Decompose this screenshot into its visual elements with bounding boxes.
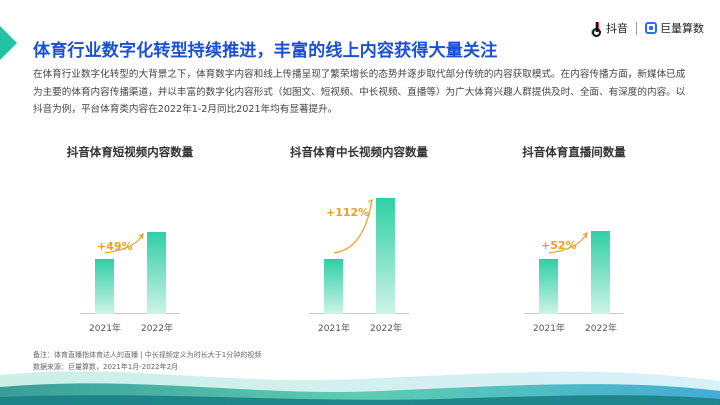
- x-tick-label: 2022年: [141, 324, 173, 334]
- bar-2022年: [376, 198, 395, 314]
- footnote-source: 数据来源：巨量算数，2021年1月-2022年2月: [33, 362, 179, 371]
- logo-divider: [636, 21, 637, 35]
- growth-arrow-icon: [333, 198, 373, 254]
- x-axis-line: [309, 313, 409, 314]
- x-tick-label: 2021年: [318, 324, 350, 334]
- growth-arrow-icon: [548, 231, 588, 254]
- bar-2022年: [147, 232, 166, 314]
- bar-2021年: [324, 259, 343, 314]
- growth-label: +112%: [326, 206, 370, 219]
- x-tick-label: 2022年: [370, 324, 402, 334]
- decorative-wave: [0, 371, 720, 405]
- brand-logos: 抖音 巨量算数: [591, 20, 704, 37]
- douyin-logo-icon: [591, 21, 603, 37]
- growth-label: +49%: [97, 240, 133, 253]
- bar-2022年: [591, 231, 610, 314]
- chart-title: 抖音体育直播间数量: [522, 145, 626, 159]
- corner-accent: [0, 26, 17, 60]
- bar-2021年: [95, 259, 114, 314]
- footnote: 备注：体育直播指体育达人的直播 | 中长视频定义为时长大于1分钟的视频 数据来源…: [33, 350, 261, 374]
- page-title: 体育行业数字化转型持续推进，丰富的线上内容获得大量关注: [33, 41, 498, 61]
- x-axis-line: [80, 313, 180, 314]
- description-text: 在体育行业数字化转型的大背景之下，体育数字内容和线上传播呈现了繁荣增长的态势并逐…: [33, 69, 686, 116]
- x-axis-line: [524, 313, 624, 314]
- x-tick-label: 2021年: [89, 324, 121, 334]
- chart-short-video: 抖音体育短视频内容数量 2021年 2022年 +49%: [40, 140, 220, 340]
- chart-title: 抖音体育中长视频内容数量: [290, 145, 428, 159]
- juliang-logo-text: 巨量算数: [660, 22, 704, 35]
- x-tick-label: 2021年: [533, 324, 565, 334]
- footnote-note: 备注：体育直播指体育达人的直播 | 中长视频定义为时长大于1分钟的视频: [33, 351, 262, 359]
- growth-label: +52%: [541, 239, 577, 252]
- douyin-logo-text: 抖音: [606, 22, 628, 35]
- growth-arrow-icon: [104, 232, 144, 254]
- chart-live-room: 抖音体育直播间数量 2021年 2022年 +52%: [484, 140, 664, 340]
- x-tick-label: 2022年: [585, 324, 617, 334]
- chart-long-video: 抖音体育中长视频内容数量 2021年 2022年 +112%: [269, 140, 449, 340]
- juliang-logo-icon: [645, 22, 657, 34]
- bar-2021年: [539, 259, 558, 314]
- chart-title: 抖音体育短视频内容数量: [66, 145, 194, 159]
